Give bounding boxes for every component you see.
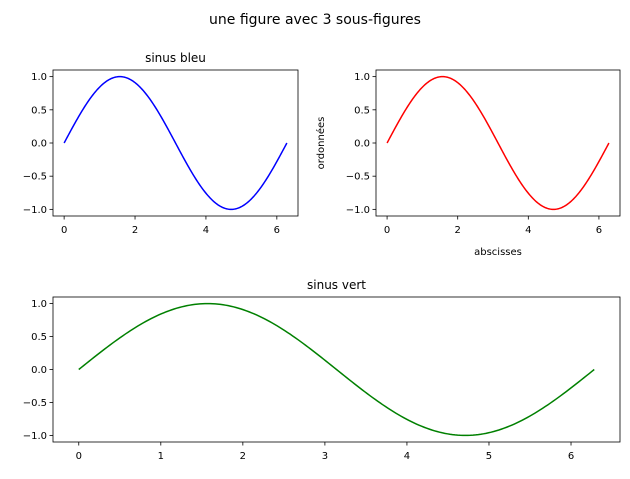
y-tick-label: −1.0: [23, 205, 47, 216]
x-axis-label: abscisses: [474, 247, 522, 258]
y-tick-label: 0.0: [354, 139, 370, 150]
y-tick-label: −0.5: [346, 172, 370, 183]
y-tick-label: −1.0: [23, 431, 47, 442]
x-tick-label: 1: [158, 451, 164, 462]
x-tick-label: 6: [568, 451, 574, 462]
subplot-3: 0 1 2 3 4 5 6 1.0 0.5 0.0 −0.5 −1.0 sinus vert: [23, 278, 621, 462]
x-tick-label: 0: [76, 451, 82, 462]
sine-line: [386, 75, 610, 211]
x-tick-label: 2: [132, 225, 138, 236]
subplot-title: sinus bleu: [145, 51, 206, 65]
x-tick-label: 5: [486, 451, 492, 462]
y-tick-label: 1.0: [31, 72, 47, 83]
subplot-1: 0 2 4 6 1.0 0.5 0.0 −0.5 −1.0 sinus bleu: [23, 51, 299, 236]
x-tick-label: 0: [384, 225, 390, 236]
sine-line: [63, 75, 288, 211]
y-tick-label: 0.5: [354, 105, 370, 116]
y-tick-label: −1.0: [346, 205, 370, 216]
y-tick-label: 0.5: [31, 105, 47, 116]
x-tick-label: 6: [274, 225, 280, 236]
x-tick-label: 4: [203, 225, 209, 236]
y-axis-label: ordonnées: [315, 117, 327, 170]
y-tick-label: 0.0: [31, 139, 47, 150]
subplot-2: 0 2 4 6 1.0 0.5 0.0 −0.5 −1.0 abscisses ordonnées: [315, 69, 621, 258]
x-tick-label: 3: [322, 451, 328, 462]
y-tick-label: 0.0: [31, 365, 47, 376]
x-tick-label: 2: [455, 225, 461, 236]
subplot-title: sinus vert: [307, 278, 366, 292]
y-tick-label: 1.0: [31, 299, 47, 310]
sine-line: [78, 302, 595, 437]
x-tick-label: 4: [525, 225, 531, 236]
y-tick-label: −0.5: [23, 172, 47, 183]
y-tick-label: 0.5: [31, 332, 47, 343]
y-tick-label: −0.5: [23, 398, 47, 409]
x-tick-label: 0: [61, 225, 67, 236]
figure-suptitle: une figure avec 3 sous-figures: [209, 12, 421, 28]
x-tick-label: 6: [596, 225, 602, 236]
x-tick-label: 2: [240, 451, 246, 462]
y-tick-label: 1.0: [354, 72, 370, 83]
x-tick-label: 4: [404, 451, 410, 462]
